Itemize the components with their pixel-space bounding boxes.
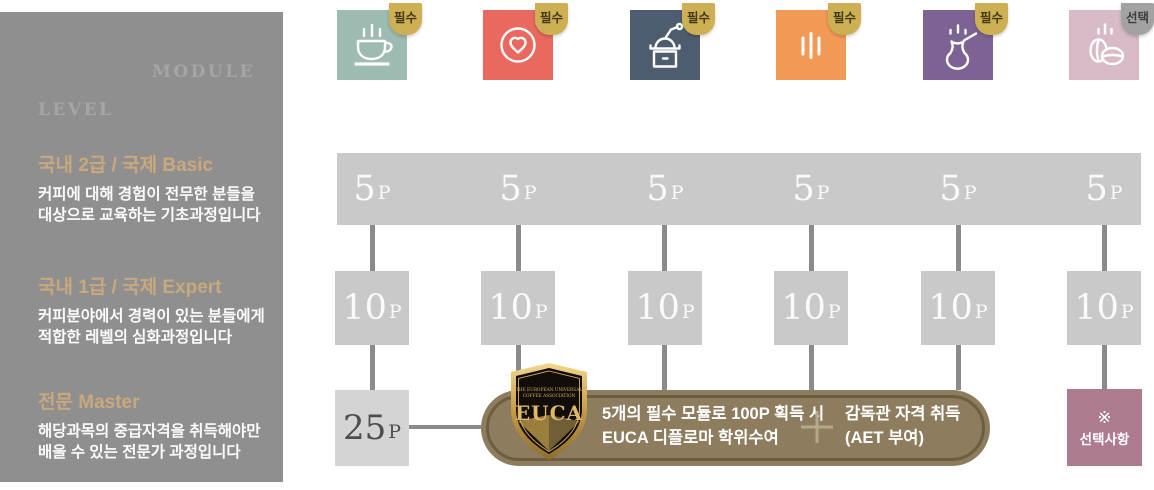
level-master-desc-line2: 배울 수 있는 전문가 과정입니다 <box>38 444 241 461</box>
module-1-expert-box <box>335 271 409 345</box>
connector-line <box>370 345 375 390</box>
connector-line <box>1102 225 1107 271</box>
connector-line <box>956 345 961 390</box>
level-expert-desc-line1: 커피분야에서 경력이 있는 분들에게 <box>38 308 265 325</box>
connector-line <box>809 345 814 390</box>
supervisor-text-line1: 감독관 자격 취득 <box>845 405 961 423</box>
svg-text:COFFEE ASSOCIATION: COFFEE ASSOCIATION <box>523 394 576 399</box>
svg-text:THE EUROPEAN UNIVERSAL: THE EUROPEAN UNIVERSAL <box>516 388 582 393</box>
cezve-pot-icon <box>923 10 993 80</box>
module-3-expert-points: 10 P <box>635 287 695 328</box>
level-expert: 국내 1급 / 국제 Expert 커피분야에서 경력이 있는 분들에게 적합한… <box>38 272 268 348</box>
diploma-text-line2: EUCA 디플로마 학위수여 <box>602 428 779 447</box>
coffee-beans-icon <box>1069 10 1139 80</box>
required-badge: 필수 <box>535 3 568 35</box>
supervisor-text-line2: (AET 부여) <box>845 428 924 447</box>
level-master-title: 전문 Master <box>38 392 140 413</box>
required-badge: 필수 <box>975 3 1008 35</box>
module-1-expert-points: 10 P <box>342 287 402 328</box>
connector-line <box>516 225 521 271</box>
heart-latte-icon <box>483 10 553 80</box>
module-3-expert-box <box>628 271 702 345</box>
level-sidebar: MODULE LEVEL 국내 2급 / 국제 Basic 커피에 대해 경험이… <box>0 12 283 482</box>
basic-points-band <box>337 153 1141 225</box>
diploma-text-line1: 5개의 필수 모듈로 100P 획득 시 <box>602 405 825 423</box>
level-basic-title: 국내 2급 / 국제 Basic <box>38 155 214 176</box>
connector-line <box>809 225 814 271</box>
connector-line <box>1102 345 1107 390</box>
connector-line <box>662 225 667 271</box>
module-4-expert-box <box>774 271 848 345</box>
module-5-expert-box <box>921 271 995 345</box>
level-expert-title: 국내 1급 / 국제 Expert <box>38 277 222 298</box>
connector-line <box>409 425 481 429</box>
level-basic-desc-line2: 대상으로 교육하는 기초과정입니다 <box>38 207 261 224</box>
optional-badge: 선택 <box>1121 3 1154 35</box>
reference-mark-icon: ※ <box>1097 407 1112 427</box>
module-6-expert-points: 10 P <box>1074 287 1134 328</box>
connector-line <box>662 345 667 390</box>
master-points-box: 25 P <box>335 390 409 466</box>
module-5-tile <box>923 10 993 80</box>
coffee-cup-icon <box>337 10 407 80</box>
connector-line <box>516 345 521 390</box>
supervisor-text: 감독관 자격 취득 (AET 부여) <box>845 403 960 450</box>
euca-seal: THE EUROPEAN UNIVERSAL COFFEE ASSOCIATIO… <box>503 361 595 462</box>
required-badge: 필수 <box>682 3 715 35</box>
diploma-text: 5개의 필수 모듈로 100P 획득 시 EUCA 디플로마 학위수여 <box>602 403 824 450</box>
optional-note-label: 선택사항 <box>1079 431 1130 447</box>
coffee-grinder-icon <box>630 10 700 80</box>
connector-line <box>956 225 961 271</box>
module-heading: MODULE <box>152 62 256 82</box>
banner-inner-outline <box>486 395 985 461</box>
level-master-desc-line1: 해당과목의 중급자격을 취득해야만 <box>38 423 261 440</box>
module-2-expert-points: 10 P <box>488 287 548 328</box>
required-badge: 필수 <box>828 3 861 35</box>
level-expert-desc-line2: 적합한 레벨의 심화과정입니다 <box>38 329 232 346</box>
level-basic-desc-line1: 커피에 대해 경험이 전무한 분들을 <box>38 186 255 203</box>
required-badge: 필수 <box>389 3 422 35</box>
optional-note-box: ※ 선택사항 <box>1067 389 1142 466</box>
level-basic: 국내 2급 / 국제 Basic 커피에 대해 경험이 전무한 분들을 대상으로… <box>38 150 268 226</box>
level-heading: LEVEL <box>38 100 114 120</box>
svg-text:EUCA: EUCA <box>515 401 583 425</box>
module-6-expert-box <box>1067 271 1141 345</box>
level-master: 전문 Master 해당과목의 중급자격을 취득해야만 배울 수 있는 전문가 … <box>38 387 268 463</box>
aroma-bars-icon <box>776 10 846 80</box>
connector-line <box>370 225 375 271</box>
module-4-expert-points: 10 P <box>781 287 841 328</box>
plus-icon <box>799 409 835 450</box>
module-2-expert-box <box>481 271 555 345</box>
module-5-expert-points: 10 P <box>928 287 988 328</box>
